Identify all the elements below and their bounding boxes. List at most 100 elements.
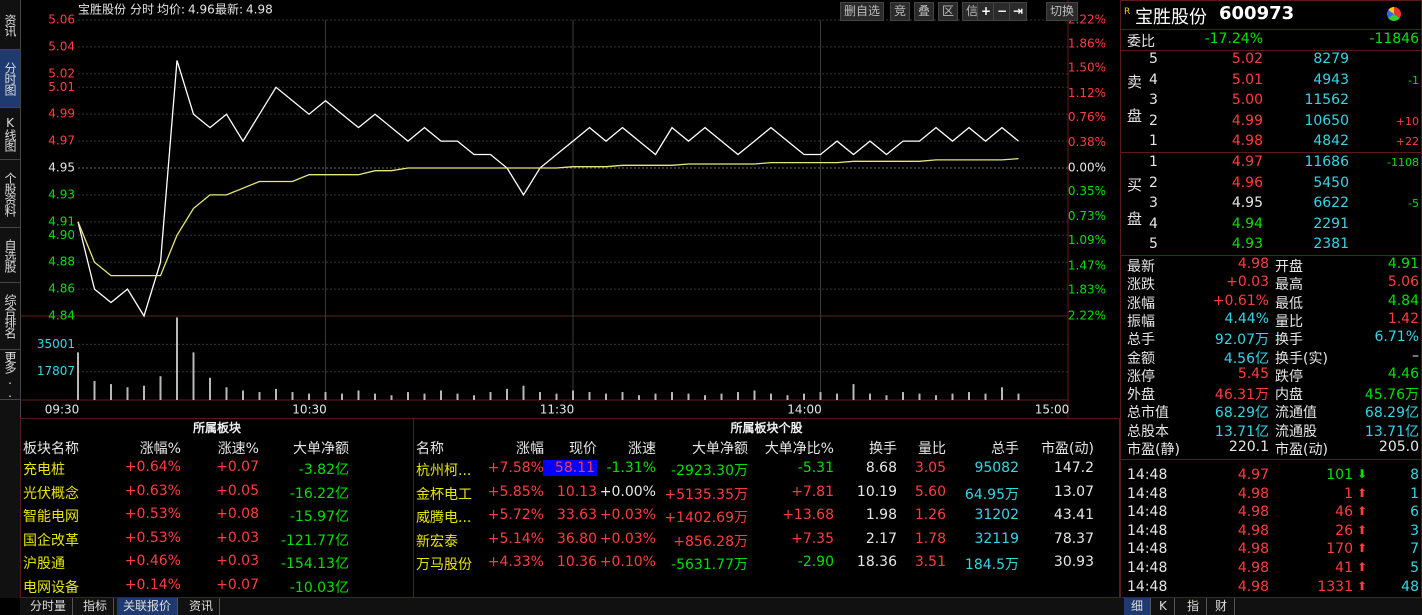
x-tick-label: 14:00 (787, 403, 822, 417)
tick-arrow: ⬆ (1356, 504, 1367, 519)
cell: -2.90 (797, 554, 834, 570)
book-change: +22 (1395, 135, 1419, 148)
stat-label: 涨停 (1127, 368, 1155, 385)
sidebar-tab[interactable]: 自选股 (0, 228, 20, 283)
right-tab[interactable]: 指 (1180, 598, 1208, 615)
right-tab[interactable]: 财 (1208, 598, 1236, 615)
volume-bar (522, 385, 525, 400)
bottom-tab[interactable]: 分时量 (24, 598, 74, 615)
volume-bar (918, 393, 921, 400)
cell: +0.10% (599, 554, 656, 570)
y-tick-label: 4.88 (48, 255, 75, 269)
cell: 1.26 (914, 507, 946, 523)
y2-tick-label: 0.00% (1068, 161, 1106, 175)
cell: -16.22亿 (289, 485, 349, 502)
y-tick-label: 4.97 (48, 134, 75, 148)
cell: 1.98 (865, 507, 897, 523)
cell: 95082 (974, 460, 1019, 476)
cell: 184.5万 (964, 557, 1019, 573)
right-tab[interactable]: 细 (1124, 598, 1152, 615)
stat-value: 4.84 (1387, 292, 1419, 309)
tick-volume: 46 (1335, 504, 1353, 521)
weibi-pct: -17.24% (1204, 31, 1263, 47)
book-label: 盘 (1127, 107, 1143, 125)
stat-label: 换手 (1275, 332, 1303, 349)
sidebar-tab[interactable]: 综合排名 (0, 283, 20, 350)
stat-value: +0.03 (1226, 274, 1269, 291)
toolbar-icon[interactable]: ⇥ (1009, 2, 1028, 21)
book-volume: 11686 (1304, 154, 1349, 170)
cell: +0.03% (599, 530, 656, 547)
cell: 78.37 (1053, 530, 1094, 547)
book-volume: 11562 (1304, 92, 1349, 108)
toolbar-button[interactable]: 叠 (914, 2, 935, 21)
y-tick-label: 4.86 (48, 282, 75, 296)
stat-value: +0.61% (1212, 292, 1269, 309)
sidebar-tab[interactable]: 分时图 (0, 50, 20, 108)
stat-label: 涨跌 (1127, 277, 1155, 294)
stat-value: 5.45 (1237, 365, 1269, 382)
volume-bar (324, 392, 327, 400)
volume-bar (489, 392, 492, 400)
cell: 58.11 (542, 460, 597, 476)
book-change: -1 (1408, 73, 1419, 87)
book-level: 5 (1149, 51, 1158, 67)
stat-label: 流通股 (1275, 423, 1317, 440)
cell: +5.72% (487, 507, 544, 523)
cell: 33.63 (556, 507, 597, 523)
tick-volume: 101 (1326, 467, 1353, 483)
cell: 5.60 (914, 483, 946, 500)
sidebar-tab[interactable]: 更多.. (0, 350, 20, 400)
volume-bar (209, 377, 211, 400)
tick-price: 4.98 (1237, 560, 1269, 576)
volume-bar (984, 393, 987, 400)
toolbar-button[interactable]: 区 (938, 2, 959, 21)
divider (1121, 459, 1421, 460)
book-volume: 8279 (1313, 51, 1349, 67)
weibi-diff: -11846 (1369, 31, 1419, 47)
intraday-chart: 宝胜股份 分时 均价: 4.96 最新: 4.98 5.06 5.04 5.025.… (20, 0, 1106, 418)
volume-bar (588, 392, 591, 400)
stat-value: 4.56亿 (1223, 350, 1269, 367)
bottom-tab[interactable]: 指标 (77, 598, 115, 615)
cell: -3.82亿 (298, 462, 349, 478)
tick-time: 14:48 (1127, 485, 1168, 502)
cell: 31202 (974, 507, 1019, 523)
stat-value: 4.91 (1387, 256, 1419, 272)
sidebar-tab[interactable]: 资讯 (0, 0, 20, 50)
toolbar-button[interactable]: 删自选 (840, 2, 885, 21)
stat-value: 92.07万 (1214, 332, 1269, 349)
right-tab[interactable]: K (1152, 598, 1175, 615)
y2-tick-label: 0.76% (1068, 110, 1106, 124)
toolbar-button[interactable]: 切换 (1046, 2, 1079, 21)
bottom-tab[interactable]: 资讯 (183, 598, 221, 615)
x-tick-label: 10:30 (292, 403, 327, 417)
volume-bar (935, 395, 937, 400)
book-level: 3 (1149, 195, 1158, 211)
cell: -10.03亿 (289, 579, 349, 596)
cell: 万马股份 (416, 557, 472, 573)
volume-bar (275, 388, 277, 400)
tick-count: 8 (1410, 467, 1419, 483)
tick-time: 14:48 (1127, 504, 1168, 521)
tick-arrow: ⬇ (1356, 467, 1367, 481)
book-change: +10 (1395, 114, 1419, 128)
y-tick-label: 4.90 (48, 228, 75, 242)
volume-bar (803, 393, 805, 400)
cell: 新宏泰 (416, 533, 458, 550)
cell: -1.31% (606, 460, 656, 476)
y-tick-label: 4.99 (48, 107, 75, 121)
cell: +0.05 (216, 482, 259, 499)
sidebar: 资讯 分时图 K线图 个股资料 自选股 综合排名 更多.. (0, 0, 21, 598)
cell: +0.46% (124, 553, 181, 569)
toolbar-button[interactable]: 竞 (890, 2, 911, 21)
volume-bar (456, 393, 459, 400)
bottom-tab[interactable]: 关联报价 (117, 598, 179, 615)
panel-title: 所属板块个股 (730, 421, 803, 435)
sidebar-tab[interactable]: K线图 (0, 108, 20, 160)
volume-bar (836, 393, 838, 400)
tick-count: 48 (1401, 578, 1419, 595)
sidebar-tab[interactable]: 个股资料 (0, 160, 20, 228)
y2-tick-label: 1.83% (1068, 283, 1106, 297)
y-tick-label: 5.01 (48, 80, 75, 94)
